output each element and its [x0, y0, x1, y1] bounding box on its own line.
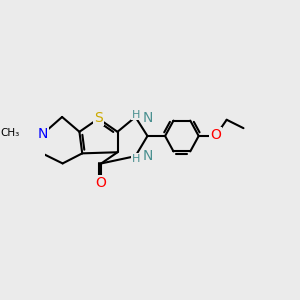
- Text: H: H: [132, 110, 140, 120]
- Text: N: N: [38, 127, 48, 141]
- Text: S: S: [94, 111, 103, 125]
- Text: O: O: [95, 176, 106, 190]
- Text: N: N: [142, 148, 153, 163]
- Text: N: N: [142, 110, 153, 124]
- Text: CH₃: CH₃: [1, 128, 20, 138]
- Text: O: O: [210, 128, 221, 142]
- Text: H: H: [132, 154, 140, 164]
